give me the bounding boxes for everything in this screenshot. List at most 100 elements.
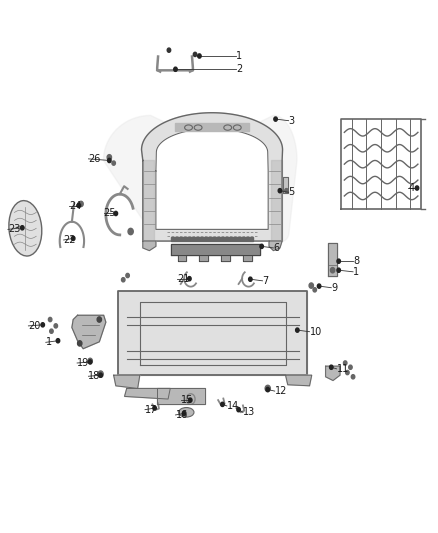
Polygon shape <box>176 123 250 131</box>
Polygon shape <box>141 113 283 241</box>
Polygon shape <box>103 115 297 241</box>
Circle shape <box>187 277 191 281</box>
Polygon shape <box>156 128 268 229</box>
Circle shape <box>174 67 177 71</box>
Text: 8: 8 <box>353 256 359 266</box>
Circle shape <box>21 225 24 230</box>
Polygon shape <box>118 292 307 375</box>
Circle shape <box>126 273 129 278</box>
Circle shape <box>343 361 347 365</box>
Polygon shape <box>328 243 337 276</box>
Polygon shape <box>72 316 106 349</box>
Circle shape <box>108 158 111 163</box>
Text: 18: 18 <box>88 372 101 381</box>
Polygon shape <box>171 244 260 255</box>
Text: 1: 1 <box>353 267 359 277</box>
Circle shape <box>237 408 240 412</box>
Circle shape <box>313 288 317 292</box>
Circle shape <box>329 365 333 369</box>
Circle shape <box>266 387 269 392</box>
Polygon shape <box>124 389 170 399</box>
Text: 4: 4 <box>408 183 414 193</box>
Circle shape <box>351 375 355 379</box>
Text: 15: 15 <box>181 395 194 405</box>
Ellipse shape <box>179 408 194 417</box>
Circle shape <box>296 328 299 332</box>
Circle shape <box>128 228 133 235</box>
Polygon shape <box>221 255 230 261</box>
Text: 14: 14 <box>227 401 239 411</box>
Text: 17: 17 <box>145 405 157 415</box>
Circle shape <box>71 236 75 240</box>
Circle shape <box>56 338 60 343</box>
Circle shape <box>88 358 92 364</box>
Circle shape <box>112 161 116 165</box>
Text: 9: 9 <box>331 282 337 293</box>
Polygon shape <box>143 160 154 241</box>
Polygon shape <box>171 237 253 241</box>
Text: 19: 19 <box>77 358 89 368</box>
Circle shape <box>337 268 340 272</box>
Text: 26: 26 <box>88 154 101 164</box>
Text: 1: 1 <box>46 337 52 348</box>
Circle shape <box>99 373 102 377</box>
Text: 20: 20 <box>28 321 41 331</box>
Circle shape <box>346 370 349 375</box>
Polygon shape <box>283 177 288 193</box>
Circle shape <box>193 52 197 56</box>
Circle shape <box>183 411 186 416</box>
Circle shape <box>153 406 156 410</box>
Circle shape <box>337 259 340 263</box>
Polygon shape <box>269 241 282 251</box>
Polygon shape <box>143 241 156 251</box>
Circle shape <box>274 117 277 121</box>
Text: 13: 13 <box>243 407 255 417</box>
Ellipse shape <box>9 200 42 256</box>
Text: 1: 1 <box>237 51 243 61</box>
Text: 22: 22 <box>64 235 76 245</box>
Circle shape <box>221 402 224 407</box>
Circle shape <box>278 189 282 193</box>
Text: 5: 5 <box>289 187 295 197</box>
Circle shape <box>285 189 288 193</box>
Circle shape <box>41 322 45 327</box>
Circle shape <box>309 283 314 288</box>
Polygon shape <box>325 366 340 381</box>
Circle shape <box>167 48 171 52</box>
Circle shape <box>415 186 419 190</box>
Circle shape <box>198 54 201 58</box>
Text: 3: 3 <box>289 116 295 126</box>
Circle shape <box>249 277 252 281</box>
Text: 25: 25 <box>104 208 116 219</box>
Text: 16: 16 <box>176 410 188 420</box>
Polygon shape <box>178 255 186 261</box>
Circle shape <box>265 385 270 392</box>
Text: 24: 24 <box>69 200 81 211</box>
Polygon shape <box>286 375 312 386</box>
Circle shape <box>318 284 321 288</box>
Text: 11: 11 <box>336 364 349 374</box>
Circle shape <box>98 371 103 377</box>
Text: 21: 21 <box>177 273 189 284</box>
Text: 6: 6 <box>273 243 279 253</box>
Polygon shape <box>243 255 252 261</box>
Polygon shape <box>114 375 140 389</box>
Circle shape <box>349 365 352 369</box>
Polygon shape <box>157 389 205 405</box>
Circle shape <box>121 278 125 282</box>
Circle shape <box>78 341 82 346</box>
Text: 7: 7 <box>262 276 269 286</box>
Polygon shape <box>199 255 208 261</box>
Text: 2: 2 <box>237 64 243 74</box>
Circle shape <box>330 268 335 273</box>
Polygon shape <box>271 160 282 241</box>
Circle shape <box>188 398 192 402</box>
Text: 23: 23 <box>8 224 20 235</box>
Circle shape <box>79 201 83 207</box>
Circle shape <box>260 244 263 248</box>
Circle shape <box>49 329 53 333</box>
Circle shape <box>54 324 57 328</box>
Circle shape <box>114 212 117 216</box>
Text: 10: 10 <box>310 327 322 337</box>
Text: 12: 12 <box>275 386 287 396</box>
